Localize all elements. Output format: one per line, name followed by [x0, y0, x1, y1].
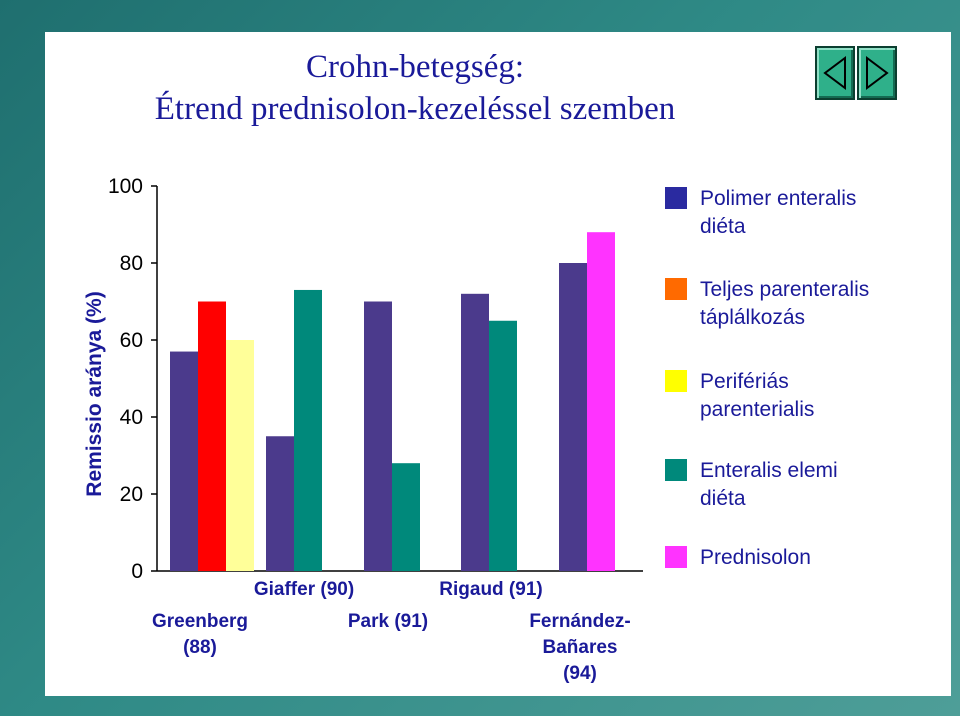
category-label: Fernández-Bañares (94): [529, 611, 630, 684]
y-tick-label: 20: [120, 483, 143, 506]
legend-label: Perifériás parenterialis: [700, 370, 815, 421]
bar-2-4: [294, 289, 322, 571]
slide-title: Crohn-betegség: Étrend prednisolon-kezel…: [45, 46, 785, 130]
y-tick-label: 60: [120, 329, 143, 352]
legend-swatch: [665, 546, 687, 568]
bar-1-1: [170, 351, 198, 571]
bar-2-1: [266, 436, 294, 571]
legend-swatch: [665, 278, 687, 300]
bar-4-1: [461, 293, 489, 571]
legend-label: Prednisolon: [700, 546, 811, 569]
bar-3-1: [364, 301, 392, 571]
legend-swatch: [665, 370, 687, 392]
title-line-2: Étrend prednisolon-kezeléssel szemben: [154, 91, 676, 127]
category-label: Greenberg (88): [152, 611, 248, 658]
bar-chart: 0 20 40 60 80 100 Greenberg (88) Giaffer (90) Par…: [108, 175, 643, 684]
y-tick-label: 0: [131, 560, 143, 583]
next-slide-button[interactable]: [857, 46, 897, 100]
category-label: Giaffer (90): [254, 579, 354, 600]
legend-label: Enteralis elemi diéta: [700, 459, 838, 510]
y-tick-label: 100: [108, 175, 143, 198]
bar-4-4: [489, 320, 517, 571]
title-line-1: Crohn-betegség:: [305, 49, 525, 85]
category-label: Rigaud (91): [439, 579, 542, 600]
bar-1-2: [198, 301, 226, 571]
legend-swatch: [665, 459, 687, 481]
legend-swatch: [665, 187, 687, 209]
legend-label: Polimer enteralis diéta: [700, 187, 857, 238]
prev-slide-button[interactable]: [815, 46, 855, 100]
y-tick-label: 80: [120, 252, 143, 275]
bar-3-4: [392, 463, 420, 571]
triangle-left-icon: [823, 56, 846, 90]
bar-5-1: [559, 263, 587, 571]
slide: Crohn-betegség: Étrend prednisolon-kezel…: [45, 32, 951, 696]
category-label: Park (91): [348, 611, 428, 632]
legend-label: Teljes parenteralis táplálkozás: [700, 278, 870, 329]
triangle-right-icon: [866, 56, 889, 90]
y-tick-label: 40: [120, 406, 143, 429]
bar-1-3: [226, 340, 254, 571]
bar-5-5: [587, 232, 615, 571]
